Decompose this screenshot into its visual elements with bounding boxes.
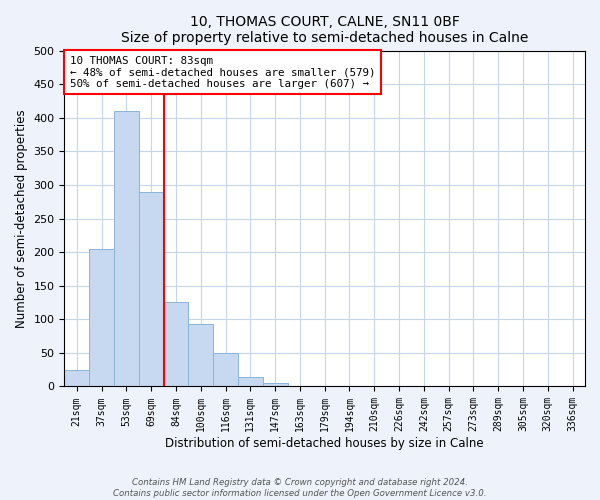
X-axis label: Distribution of semi-detached houses by size in Calne: Distribution of semi-detached houses by … <box>166 437 484 450</box>
Bar <box>89 248 114 386</box>
Bar <box>213 353 238 386</box>
Text: 10 THOMAS COURT: 83sqm
← 48% of semi-detached houses are smaller (579)
50% of se: 10 THOMAS COURT: 83sqm ← 48% of semi-det… <box>70 56 375 89</box>
Bar <box>64 370 89 386</box>
Bar <box>114 111 139 386</box>
Text: Contains HM Land Registry data © Crown copyright and database right 2024.
Contai: Contains HM Land Registry data © Crown c… <box>113 478 487 498</box>
Bar <box>164 302 188 386</box>
Bar <box>238 377 263 386</box>
Bar <box>263 383 287 386</box>
Bar <box>139 192 164 386</box>
Title: 10, THOMAS COURT, CALNE, SN11 0BF
Size of property relative to semi-detached hou: 10, THOMAS COURT, CALNE, SN11 0BF Size o… <box>121 15 529 45</box>
Y-axis label: Number of semi-detached properties: Number of semi-detached properties <box>15 109 28 328</box>
Bar <box>188 324 213 386</box>
